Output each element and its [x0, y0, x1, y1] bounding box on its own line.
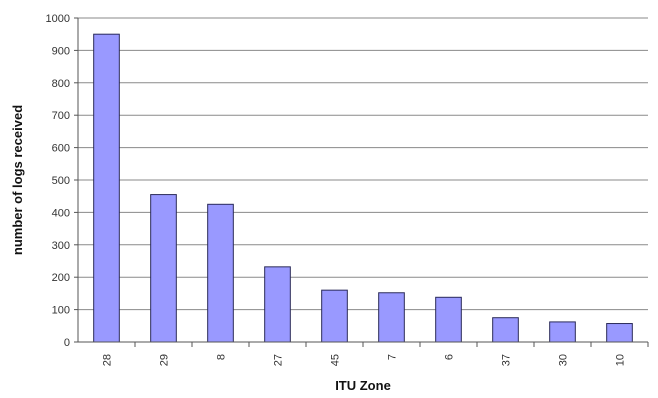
y-tick-label: 500 [52, 175, 70, 187]
y-tick-label: 1000 [46, 13, 70, 25]
x-tick-label: 27 [273, 354, 285, 366]
y-tick-labels: 0 100 200 300 400 500 600 700 800 900 1000 [46, 13, 78, 349]
x-tick-label: 7 [387, 354, 399, 360]
y-tick-label: 0 [64, 337, 70, 349]
bars [93, 33, 633, 343]
x-tick-label: 10 [615, 354, 627, 366]
x-tick-label: 28 [102, 354, 114, 366]
bar-zone-27 [264, 266, 291, 343]
y-tick-label: 300 [52, 240, 70, 252]
bar-zone-8 [207, 203, 234, 343]
y-tick-label: 800 [52, 78, 70, 90]
x-tick-label: 6 [444, 354, 456, 360]
bar-zone-28 [93, 33, 120, 343]
y-tick-label: 200 [52, 272, 70, 284]
x-tick-labels: 28 29 8 27 45 7 6 37 30 10 [102, 342, 649, 366]
x-tick-label: 29 [159, 354, 171, 366]
y-tick-label: 700 [52, 110, 70, 122]
bar-zone-29 [150, 194, 177, 343]
y-tick-label: 100 [52, 305, 70, 317]
x-tick-label: 8 [216, 354, 228, 360]
x-tick-label: 37 [501, 354, 513, 366]
y-axis-title: number of logs received [10, 105, 25, 255]
bar-zone-6 [435, 296, 462, 343]
x-tick-label: 30 [558, 354, 570, 366]
bar-zone-30 [549, 321, 576, 343]
bar-zone-37 [492, 317, 519, 343]
bar-zone-10 [606, 323, 633, 343]
y-tick-label: 600 [52, 143, 70, 155]
x-tick-label: 45 [330, 354, 342, 366]
bar-zone-7 [378, 292, 405, 343]
y-tick-label: 900 [52, 45, 70, 57]
y-tick-label: 400 [52, 207, 70, 219]
x-axis-title: ITU Zone [335, 378, 391, 393]
bar-zone-45 [321, 289, 348, 343]
